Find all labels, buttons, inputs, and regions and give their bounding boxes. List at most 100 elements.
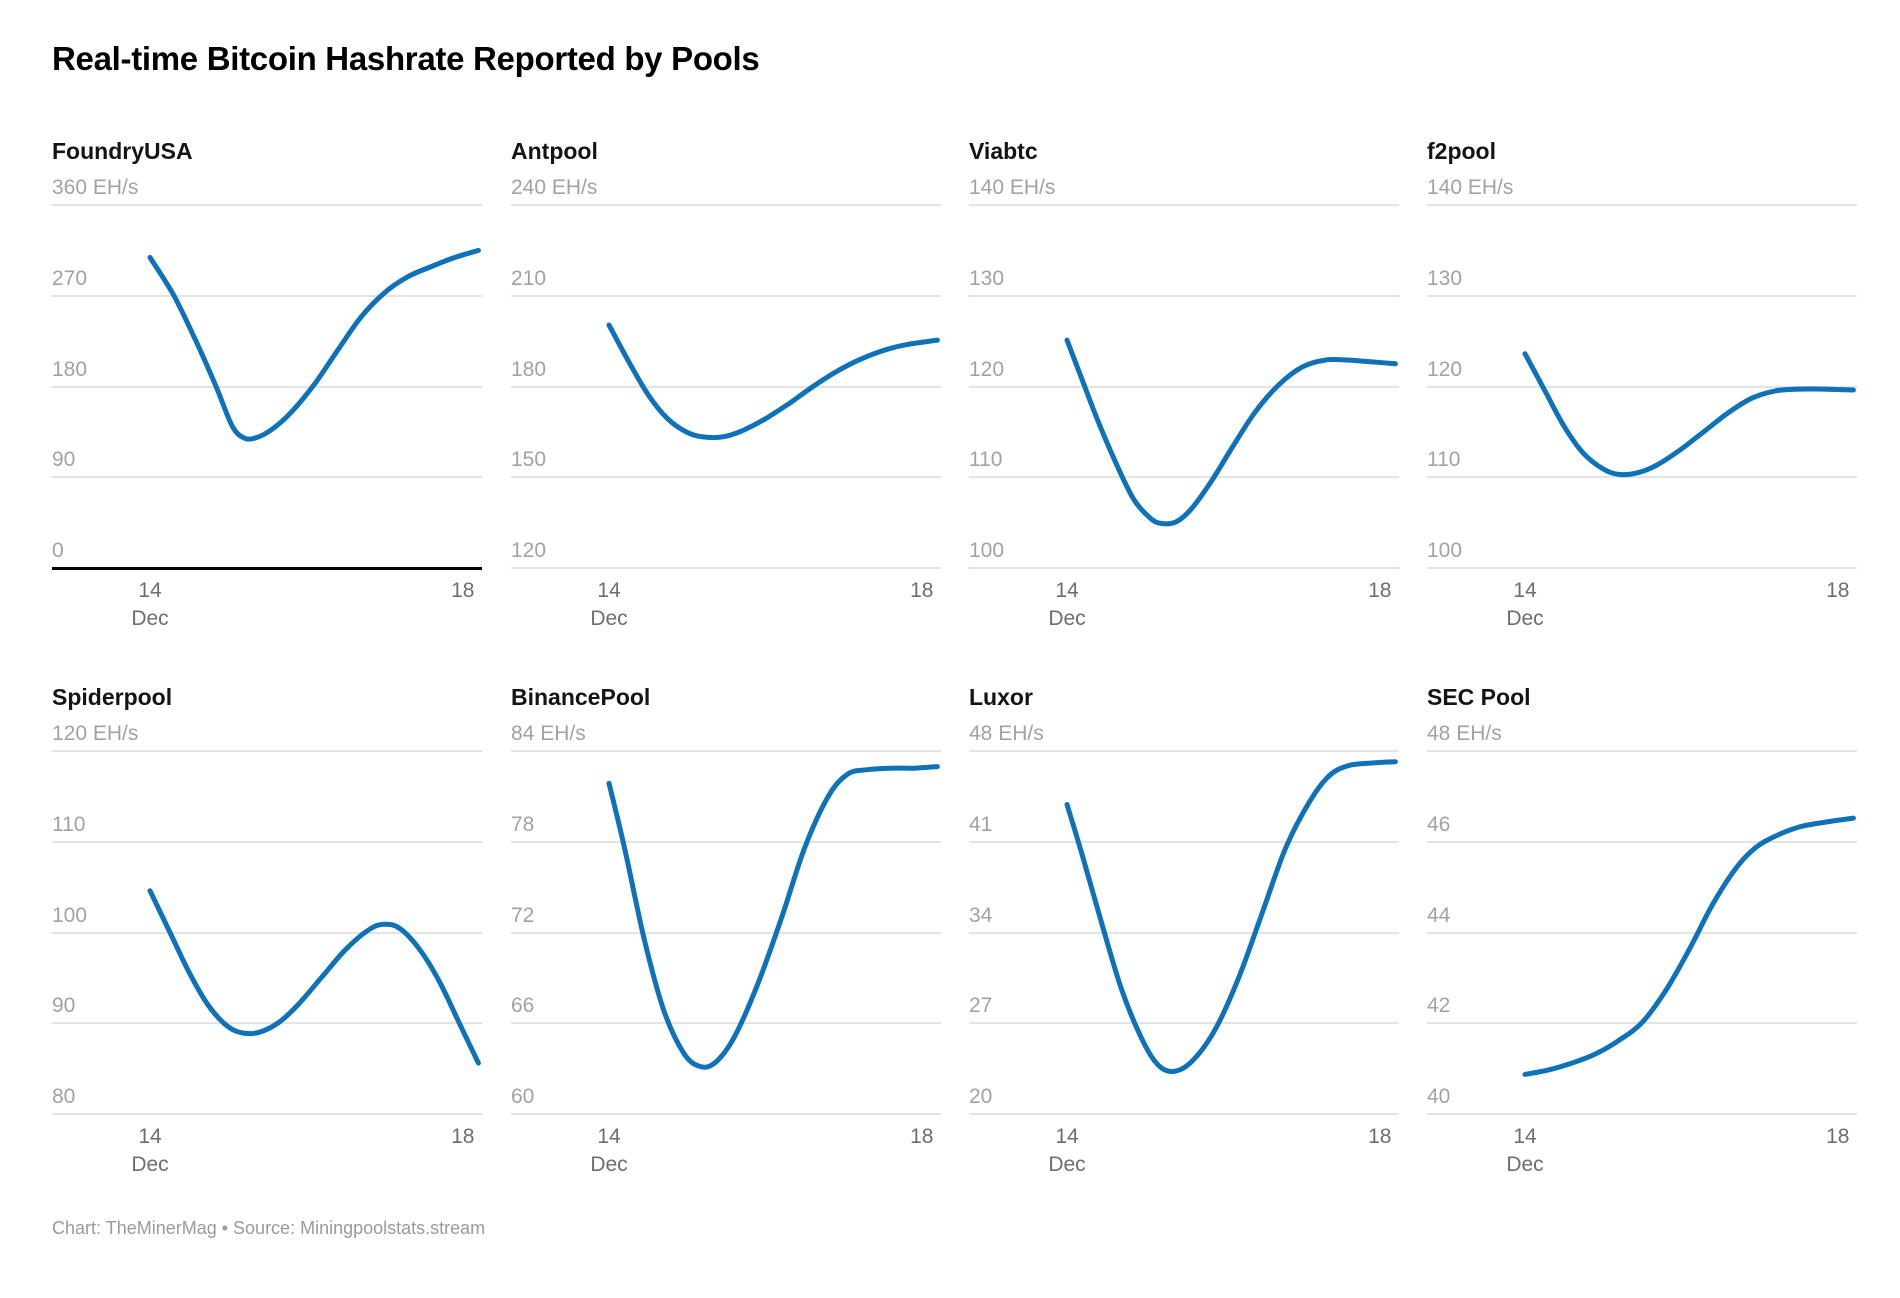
subplot-luxor: Luxor 48 EH/s 41 34 27 20 14 Dec 18 [969, 684, 1399, 1189]
x-axis-tick-label: 18 [1826, 1125, 1850, 1148]
y-axis-tick-label: 41 [969, 812, 993, 836]
x-axis-tick-label: 14 [597, 579, 621, 602]
y-axis-tick-label: 42 [1427, 994, 1451, 1018]
subplot-title: Viabtc [969, 138, 1038, 164]
gridline [1427, 750, 1857, 752]
y-axis-tick-label: 72 [511, 903, 535, 927]
gridline [1427, 294, 1857, 297]
x-axis-month-label: Dec [590, 1153, 628, 1176]
y-axis-tick-label: 110 [52, 812, 86, 836]
x-axis-month-label: Dec [1048, 607, 1086, 630]
series-svg [1522, 351, 1856, 478]
x-axis-tick-label: 18 [910, 579, 934, 602]
y-axis-tick-label: 20 [969, 1085, 993, 1108]
x-axis-month-label: Dec [1506, 607, 1544, 630]
gridline [511, 476, 941, 479]
y-axis-tick-label: 46 [1427, 812, 1451, 836]
x-axis-month-label: Dec [131, 607, 169, 630]
hashrate-line [147, 888, 481, 1066]
hashrate-line [1064, 759, 1398, 1075]
x-axis-tick-label: 14 [138, 579, 162, 602]
source-attribution: Chart: TheMinerMag • Source: Miningpools… [52, 1218, 486, 1238]
y-axis-tick-label: 27 [969, 994, 993, 1018]
gridline [1427, 931, 1857, 934]
y-axis-tick-label: 110 [969, 448, 1003, 472]
subplot-f2pool: f2pool 140 EH/s 130 120 110 100 14 Dec 18 [1427, 138, 1857, 643]
gridline [1427, 385, 1857, 388]
y-axis-tick-label: 78 [511, 812, 535, 836]
y-axis-tick-label: 84 EH/s [511, 722, 586, 745]
subplot-antpool: Antpool 240 EH/s 210 180 150 120 14 Dec 18 [511, 138, 941, 643]
gridline [1427, 476, 1857, 479]
hashrate-line [147, 247, 481, 442]
y-axis-tick-label: 270 [52, 266, 88, 290]
y-axis-tick-label: 100 [969, 539, 1005, 562]
y-axis-tick-label: 360 EH/s [52, 176, 139, 199]
gridline [969, 931, 1399, 934]
subplot-title: Antpool [511, 138, 598, 164]
x-axis-month-label: Dec [590, 607, 628, 630]
x-axis-tick-label: 18 [1368, 1125, 1392, 1148]
gridline [969, 1022, 1399, 1025]
gridline [52, 931, 482, 934]
gridline [969, 840, 1399, 843]
gridline [969, 294, 1399, 297]
subplot-foundryusa: FoundryUSA 360 EH/s 270 180 90 0 14 Dec 18 [52, 138, 482, 643]
gridline [1427, 567, 1857, 569]
y-axis-tick-label: 80 [52, 1085, 76, 1108]
series-svg [606, 322, 940, 441]
y-axis-tick-label: 140 EH/s [969, 176, 1056, 199]
x-axis-tick-label: 18 [1826, 579, 1850, 602]
page-title: Real-time Bitcoin Hashrate Reported by P… [52, 40, 760, 77]
gridline [52, 840, 482, 843]
gridline [1427, 1113, 1857, 1115]
hashrate-line [606, 322, 940, 441]
gridline [969, 476, 1399, 479]
x-axis-month-label: Dec [1048, 1153, 1086, 1176]
x-axis-tick-label: 14 [138, 1125, 162, 1148]
zero-baseline [52, 567, 482, 570]
x-axis-tick-label: 18 [1368, 579, 1392, 602]
gridline [1427, 204, 1857, 206]
subplot-plot-area: 48 EH/s 41 34 27 20 14 Dec 18 [969, 722, 1399, 1176]
y-axis-tick-label: 110 [1427, 448, 1461, 472]
y-axis-tick-label: 120 [511, 539, 547, 562]
y-axis-tick-label: 90 [52, 994, 76, 1018]
subplot-title: f2pool [1427, 138, 1496, 164]
gridline [511, 931, 941, 934]
y-axis-tick-label: 0 [52, 539, 64, 562]
subplot-plot-area: 84 EH/s 78 72 66 60 14 Dec 18 [511, 722, 941, 1176]
y-axis-tick-label: 48 EH/s [1427, 722, 1502, 745]
y-axis-tick-label: 66 [511, 994, 535, 1018]
gridline [52, 1022, 482, 1025]
x-axis-tick-label: 18 [451, 1125, 475, 1148]
hashrate-line [1522, 351, 1856, 478]
y-axis-tick-label: 210 [511, 266, 547, 290]
gridline [52, 385, 482, 388]
subplot-plot-area: 48 EH/s 46 44 42 40 14 Dec 18 [1427, 722, 1857, 1176]
series-svg [1522, 815, 1856, 1077]
series-svg [606, 764, 940, 1070]
y-axis-tick-label: 48 EH/s [969, 722, 1044, 745]
gridline [511, 750, 941, 752]
subplot-plot-area: 120 EH/s 110 100 90 80 14 Dec 18 [52, 722, 482, 1176]
series-svg [147, 888, 481, 1066]
y-axis-tick-label: 60 [511, 1085, 535, 1108]
y-axis-tick-label: 100 [1427, 539, 1463, 562]
gridline [52, 1113, 482, 1115]
gridline [969, 750, 1399, 752]
gridline [969, 385, 1399, 388]
gridline [969, 567, 1399, 569]
series-svg [1064, 337, 1398, 527]
x-axis-tick-label: 14 [597, 1125, 621, 1148]
subplot-plot-area: 140 EH/s 130 120 110 100 14 Dec 18 [1427, 176, 1857, 630]
x-axis-tick-label: 14 [1513, 1125, 1537, 1148]
y-axis-tick-label: 140 EH/s [1427, 176, 1514, 199]
subplot-title: BinancePool [511, 684, 651, 710]
subplot-title: FoundryUSA [52, 138, 193, 164]
y-axis-tick-label: 130 [969, 266, 1005, 290]
gridline [969, 1113, 1399, 1115]
y-axis-tick-label: 240 EH/s [511, 176, 598, 199]
x-axis-month-label: Dec [1506, 1153, 1544, 1176]
